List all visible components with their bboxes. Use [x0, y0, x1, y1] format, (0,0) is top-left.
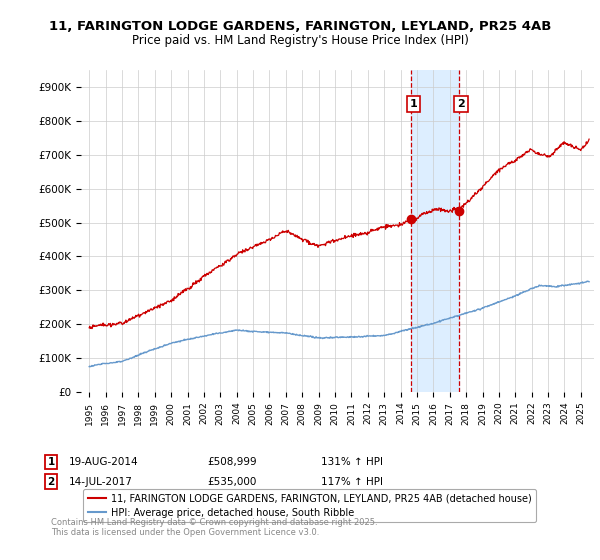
- Text: 1: 1: [47, 457, 55, 467]
- Text: 19-AUG-2014: 19-AUG-2014: [69, 457, 139, 467]
- Text: 11, FARINGTON LODGE GARDENS, FARINGTON, LEYLAND, PR25 4AB: 11, FARINGTON LODGE GARDENS, FARINGTON, …: [49, 20, 551, 32]
- Text: 117% ↑ HPI: 117% ↑ HPI: [321, 477, 383, 487]
- Text: Price paid vs. HM Land Registry's House Price Index (HPI): Price paid vs. HM Land Registry's House …: [131, 34, 469, 46]
- Text: Contains HM Land Registry data © Crown copyright and database right 2025.
This d: Contains HM Land Registry data © Crown c…: [51, 518, 377, 538]
- Text: 2: 2: [457, 99, 465, 109]
- Text: £508,999: £508,999: [207, 457, 257, 467]
- Text: 14-JUL-2017: 14-JUL-2017: [69, 477, 133, 487]
- Text: 2: 2: [47, 477, 55, 487]
- Text: 1: 1: [410, 99, 418, 109]
- Bar: [411, 70, 458, 392]
- Legend: 11, FARINGTON LODGE GARDENS, FARINGTON, LEYLAND, PR25 4AB (detached house), HPI:: 11, FARINGTON LODGE GARDENS, FARINGTON, …: [83, 489, 536, 522]
- Text: 131% ↑ HPI: 131% ↑ HPI: [321, 457, 383, 467]
- Text: £535,000: £535,000: [207, 477, 256, 487]
